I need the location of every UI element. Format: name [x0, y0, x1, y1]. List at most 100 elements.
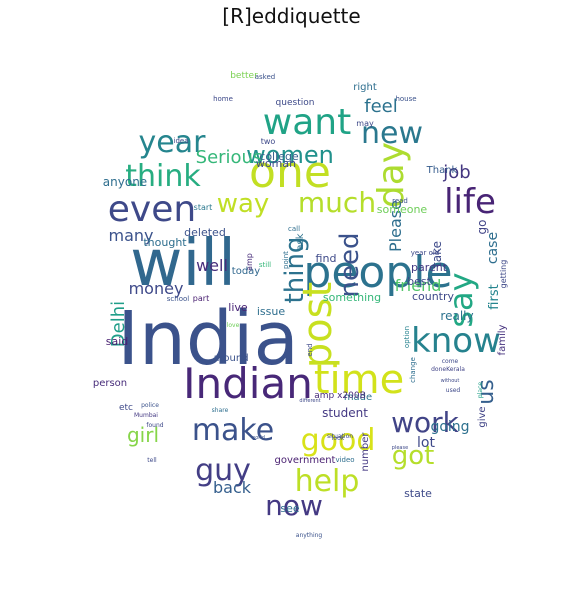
- word-thought: thought: [143, 236, 187, 249]
- word-part: part: [193, 294, 209, 303]
- word-question: question: [276, 98, 315, 108]
- word-government: government: [275, 455, 336, 466]
- word-friend: friend: [395, 276, 442, 295]
- word-said: said: [106, 335, 129, 348]
- word-mumbai: Mumbai: [134, 412, 158, 419]
- word-people: people: [303, 247, 452, 298]
- word-better: better: [230, 71, 258, 81]
- word-around: around: [213, 353, 248, 364]
- word-video: video: [335, 456, 354, 464]
- word-made: made: [344, 392, 372, 403]
- word-find: find: [316, 252, 337, 265]
- word-know: know: [411, 321, 501, 361]
- word-post: post: [295, 282, 341, 368]
- word-donekerala: doneKerala: [431, 366, 465, 373]
- word-india: India: [117, 296, 299, 382]
- word-used: used: [446, 387, 461, 394]
- chart-title: [R]eddiquette: [222, 4, 361, 28]
- word-amp: amp: [245, 253, 254, 271]
- word-place: place: [477, 382, 484, 398]
- word-first: first: [487, 284, 502, 309]
- word-feel: feel: [364, 96, 398, 117]
- word-right: right: [353, 82, 377, 93]
- word-delhi: Delhi: [108, 301, 129, 347]
- word-think: think: [125, 159, 201, 194]
- word-live: live: [228, 301, 248, 314]
- word-will: will: [130, 227, 236, 301]
- word-say: say: [442, 272, 480, 327]
- word-amp-x200b: amp x200B: [314, 391, 366, 401]
- word-change: change: [409, 357, 417, 383]
- word-new: new: [361, 116, 423, 151]
- word-option: option: [403, 326, 411, 348]
- word-family: family: [497, 324, 508, 355]
- word-student: student: [322, 406, 368, 420]
- word-deleted: deleted: [184, 226, 226, 239]
- word-want: want: [263, 102, 351, 143]
- word-share: share: [212, 407, 229, 414]
- word-parent: parent: [411, 261, 448, 274]
- word-year-old: year old: [411, 249, 440, 257]
- word-give: give: [477, 406, 488, 427]
- word-country: country: [412, 290, 455, 303]
- word-help: help: [295, 464, 360, 499]
- word-girl: girl: [127, 423, 159, 447]
- word-now: now: [265, 489, 323, 522]
- word-home: home: [213, 95, 233, 103]
- word-good: good: [301, 423, 376, 458]
- word-love: love: [227, 322, 240, 329]
- word-way: way: [217, 189, 270, 219]
- word-time: time: [314, 357, 404, 403]
- word-go: go: [475, 220, 489, 235]
- word-best: best: [407, 275, 431, 288]
- word-back: back: [213, 478, 252, 497]
- word-college: college: [259, 150, 299, 163]
- word-world: world: [251, 435, 265, 441]
- word-woman: woman: [256, 157, 296, 170]
- word-without: without: [441, 378, 460, 384]
- word-school: school: [167, 295, 189, 303]
- word-much: much: [298, 186, 376, 219]
- word-may: may: [356, 119, 374, 128]
- word-job: job: [442, 162, 470, 183]
- word-state: state: [404, 487, 432, 500]
- word-money: money: [129, 279, 184, 298]
- word-anything: anything: [296, 532, 323, 539]
- word-two: two: [261, 137, 276, 146]
- word-come: come: [442, 358, 459, 365]
- word-ask: ask: [295, 233, 306, 250]
- word-life: life: [444, 182, 496, 222]
- word-really: really: [440, 309, 473, 323]
- word-thing: thing: [280, 237, 310, 304]
- word-someone: someone: [377, 203, 428, 216]
- word-day: day: [371, 142, 412, 208]
- word-need: need: [335, 233, 365, 298]
- word-anyone: anyone: [103, 175, 147, 189]
- word-different: different: [299, 398, 320, 404]
- word-work: work: [391, 406, 460, 439]
- word-today: today: [232, 266, 261, 277]
- word-year: year: [139, 125, 207, 160]
- word-take: take: [430, 241, 444, 267]
- word-guy: guy: [195, 453, 251, 488]
- word-well: well: [196, 256, 228, 275]
- word-person: person: [93, 378, 127, 389]
- word-something: something: [323, 291, 381, 304]
- word-call: call: [288, 225, 300, 233]
- word-situation: situation: [327, 433, 353, 440]
- word-number: number: [360, 432, 371, 472]
- word-police: police: [141, 402, 159, 409]
- word-tell: tell: [147, 457, 157, 464]
- word-start: start: [194, 203, 213, 212]
- word-getting: getting: [499, 260, 508, 289]
- word-end: end: [306, 343, 314, 356]
- word-one: one: [249, 147, 331, 198]
- word-lot: lot: [417, 435, 435, 451]
- word-make: make: [192, 413, 274, 448]
- word-still: still: [259, 261, 271, 269]
- word-case: case: [485, 232, 501, 264]
- word-going: going: [430, 419, 469, 435]
- word-look: look: [332, 435, 345, 442]
